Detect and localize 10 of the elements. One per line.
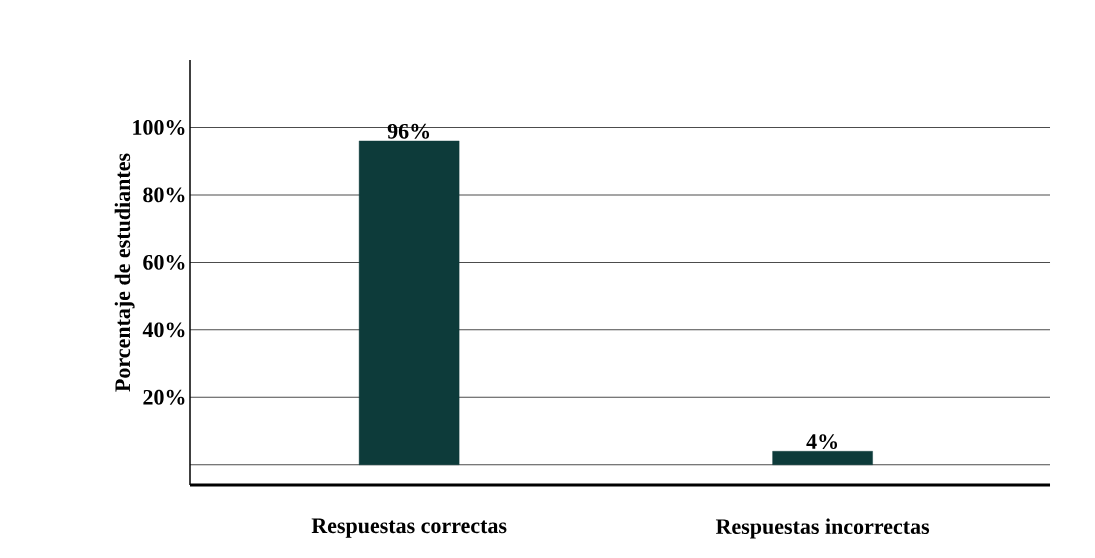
y-tick-label: 80% xyxy=(143,187,185,203)
y-tick-label: 40% xyxy=(142,322,185,338)
y-tick-label: 100% xyxy=(133,120,185,135)
data-label: 96% xyxy=(387,123,430,139)
y-axis-title: Porcentaje de estudiantes xyxy=(114,153,135,392)
data-label: 4% xyxy=(806,434,838,450)
y-tick-label: 60% xyxy=(143,254,185,270)
y-tick-label: 20% xyxy=(143,389,185,405)
x-tick-label: Respuestas correctas xyxy=(311,518,507,538)
x-tick-label: Respuestas incorrectas xyxy=(715,518,930,539)
